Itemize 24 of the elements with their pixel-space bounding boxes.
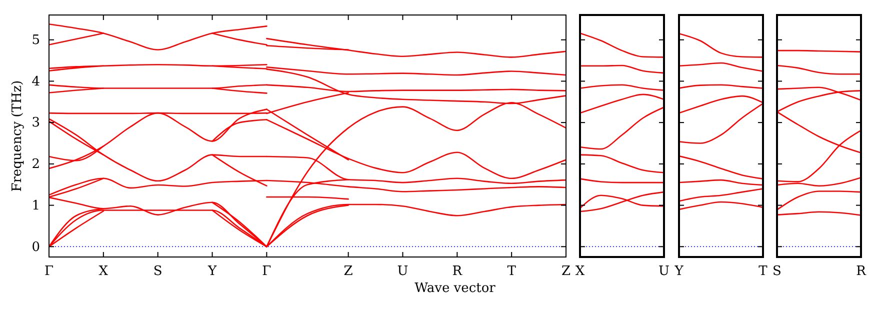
- x-tick-label: Z: [344, 264, 353, 280]
- y-tick-label: 0: [32, 240, 40, 255]
- x-tick-label: U: [397, 264, 408, 280]
- y-tick-label: 5: [32, 32, 40, 48]
- x-tick-label: T: [507, 264, 516, 280]
- x-tick-label: Y: [206, 264, 217, 280]
- y-tick-label: 3: [32, 116, 40, 131]
- x-tick-label: X: [575, 264, 586, 280]
- x-tick-label: U: [658, 264, 670, 280]
- x-tick-label: Y: [674, 264, 684, 280]
- x-tick-label: T: [758, 264, 768, 280]
- x-tick-label: X: [98, 264, 109, 280]
- x-tick-label: R: [452, 264, 464, 280]
- x-tick-label: Γ: [44, 264, 54, 280]
- x-tick-label: R: [856, 264, 868, 280]
- y-axis-title: Frequency (THz): [10, 80, 25, 192]
- x-axis-title: Wave vector: [414, 281, 496, 296]
- x-tick-label: S: [153, 264, 162, 280]
- y-tick-label: 1: [32, 198, 40, 214]
- y-tick-label: 4: [32, 74, 40, 90]
- x-tick-label: Z: [561, 264, 571, 280]
- y-tick-label: 2: [32, 157, 40, 172]
- x-tick-label: S: [772, 264, 782, 280]
- x-tick-label: Γ: [262, 264, 272, 280]
